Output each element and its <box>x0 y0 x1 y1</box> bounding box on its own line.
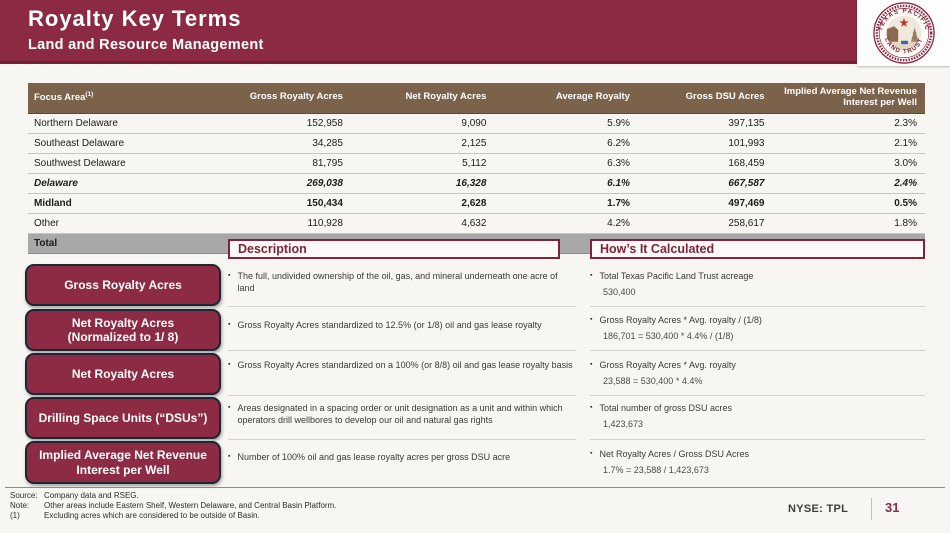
calculation-dsus: ▪ Total number of gross DSU acres 1,423,6… <box>590 403 733 430</box>
footnotes: Source: Company data and RSEG. Note: Oth… <box>10 491 336 521</box>
focus-area-table: Focus Area(1) Gross Royalty Acres Net Ro… <box>28 83 925 254</box>
row-divider <box>228 439 576 440</box>
star-icon <box>898 17 909 27</box>
title-banner: Royalty Key Terms Land and Resource Mana… <box>0 0 950 64</box>
table-row-northern-delaware: Northern Delaware 152,958 9,090 5.9% 397… <box>28 113 925 134</box>
table-row-southwest-delaware: Southwest Delaware 81,795 5,112 6.3% 168… <box>28 153 925 174</box>
table-header-row: Focus Area(1) Gross Royalty Acres Net Ro… <box>28 83 925 114</box>
row-divider <box>228 350 576 351</box>
description-gross-royalty-acres: ▪ The full, undivided ownership of the o… <box>228 271 558 294</box>
description-implied-nri: ▪ Number of 100% oil and gas lease royal… <box>228 452 511 462</box>
col-header-gross-royalty-acres: Gross Royalty Acres <box>207 83 351 114</box>
page-number-divider <box>871 498 872 520</box>
bullet-icon: ▪ <box>228 361 231 368</box>
col-header-gross-dsu-acres: Gross DSU Acres <box>637 83 773 114</box>
page-number: 31 <box>885 500 900 515</box>
table-row-midland: Midland 150,434 2,628 1.7% 497,469 0.5% <box>28 193 925 214</box>
row-divider <box>590 306 925 307</box>
calculation-net-royalty-acres: ▪ Gross Royalty Acres * Avg. royalty 23,5… <box>590 360 736 387</box>
footnote-1: (1) Excluding acres which are considered… <box>10 511 260 520</box>
description-net-royalty-acres: ▪ Gross Royalty Acres standardized on a … <box>228 360 573 370</box>
calculation-section-header: How’s It Calculated <box>590 239 925 259</box>
description-section-header: Description <box>228 239 560 259</box>
calculation-implied-nri: ▪ Net Royalty Acres / Gross DSU Acres 1.7… <box>590 449 750 476</box>
bullet-icon: ▪ <box>590 272 593 279</box>
term-button-net-royalty-acres-normalized[interactable]: Net Royalty Acres (Normalized to 1/ 8) <box>25 309 221 351</box>
table-row-other: Other 110,928 4,632 4.2% 258,617 1.8% <box>28 213 925 234</box>
bullet-icon: ▪ <box>590 316 593 323</box>
bullet-icon: ▪ <box>590 361 593 368</box>
footnote-source: Source: Company data and RSEG. <box>10 491 139 500</box>
col-header-implied-nri: Implied Average Net Revenue Interest per … <box>772 83 925 114</box>
calculation-net-royalty-acres-normalized: ▪ Gross Royalty Acres * Avg. royalty / (1… <box>590 315 762 342</box>
col-header-net-royalty-acres: Net Royalty Acres <box>350 83 495 114</box>
calculation-gross-royalty-acres: ▪ Total Texas Pacific Land Trust acreage … <box>590 271 754 298</box>
row-divider <box>590 350 925 351</box>
company-logo: TEXAS PACIFIC LAND TRUST <box>857 0 950 66</box>
table-row-delaware-subtotal: Delaware 269,038 16,328 6.1% 667,587 2.4… <box>28 173 925 194</box>
footer-divider <box>5 487 945 488</box>
bullet-icon: ▪ <box>228 321 231 328</box>
row-divider <box>228 395 576 396</box>
bullet-icon: ▪ <box>228 453 231 460</box>
bullet-icon: ▪ <box>228 404 231 411</box>
footnote-note: Note: Other areas include Eastern Shelf,… <box>10 501 337 510</box>
term-button-net-royalty-acres[interactable]: Net Royalty Acres <box>25 353 221 395</box>
tpl-seal-icon: TEXAS PACIFIC LAND TRUST <box>872 2 935 64</box>
col-header-average-royalty: Average Royalty <box>494 83 638 114</box>
bullet-icon: ▪ <box>590 404 593 411</box>
bullet-icon: ▪ <box>228 272 231 279</box>
bullet-icon: ▪ <box>590 450 593 457</box>
seal-landscape-icon <box>886 15 921 51</box>
description-dsus: ▪ Areas designated in a spacing order or… <box>228 403 563 426</box>
term-button-dsus[interactable]: Drilling Space Units (“DSUs”) <box>25 397 221 439</box>
term-button-gross-royalty-acres[interactable]: Gross Royalty Acres <box>25 264 221 306</box>
row-divider <box>590 439 925 440</box>
row-divider <box>590 395 925 396</box>
row-divider <box>228 306 576 307</box>
term-button-implied-nri[interactable]: Implied Average Net Revenue Interest per… <box>25 441 221 484</box>
page-subtitle: Land and Resource Management <box>28 37 264 53</box>
ticker-label: NYSE: TPL <box>788 503 849 515</box>
page-title: Royalty Key Terms <box>28 6 242 31</box>
table-row-southeast-delaware: Southeast Delaware 34,285 2,125 6.2% 101… <box>28 133 925 154</box>
description-net-royalty-acres-normalized: ▪ Gross Royalty Acres standardized to 12… <box>228 320 542 330</box>
col-header-focus-area: Focus Area(1) <box>28 83 208 114</box>
